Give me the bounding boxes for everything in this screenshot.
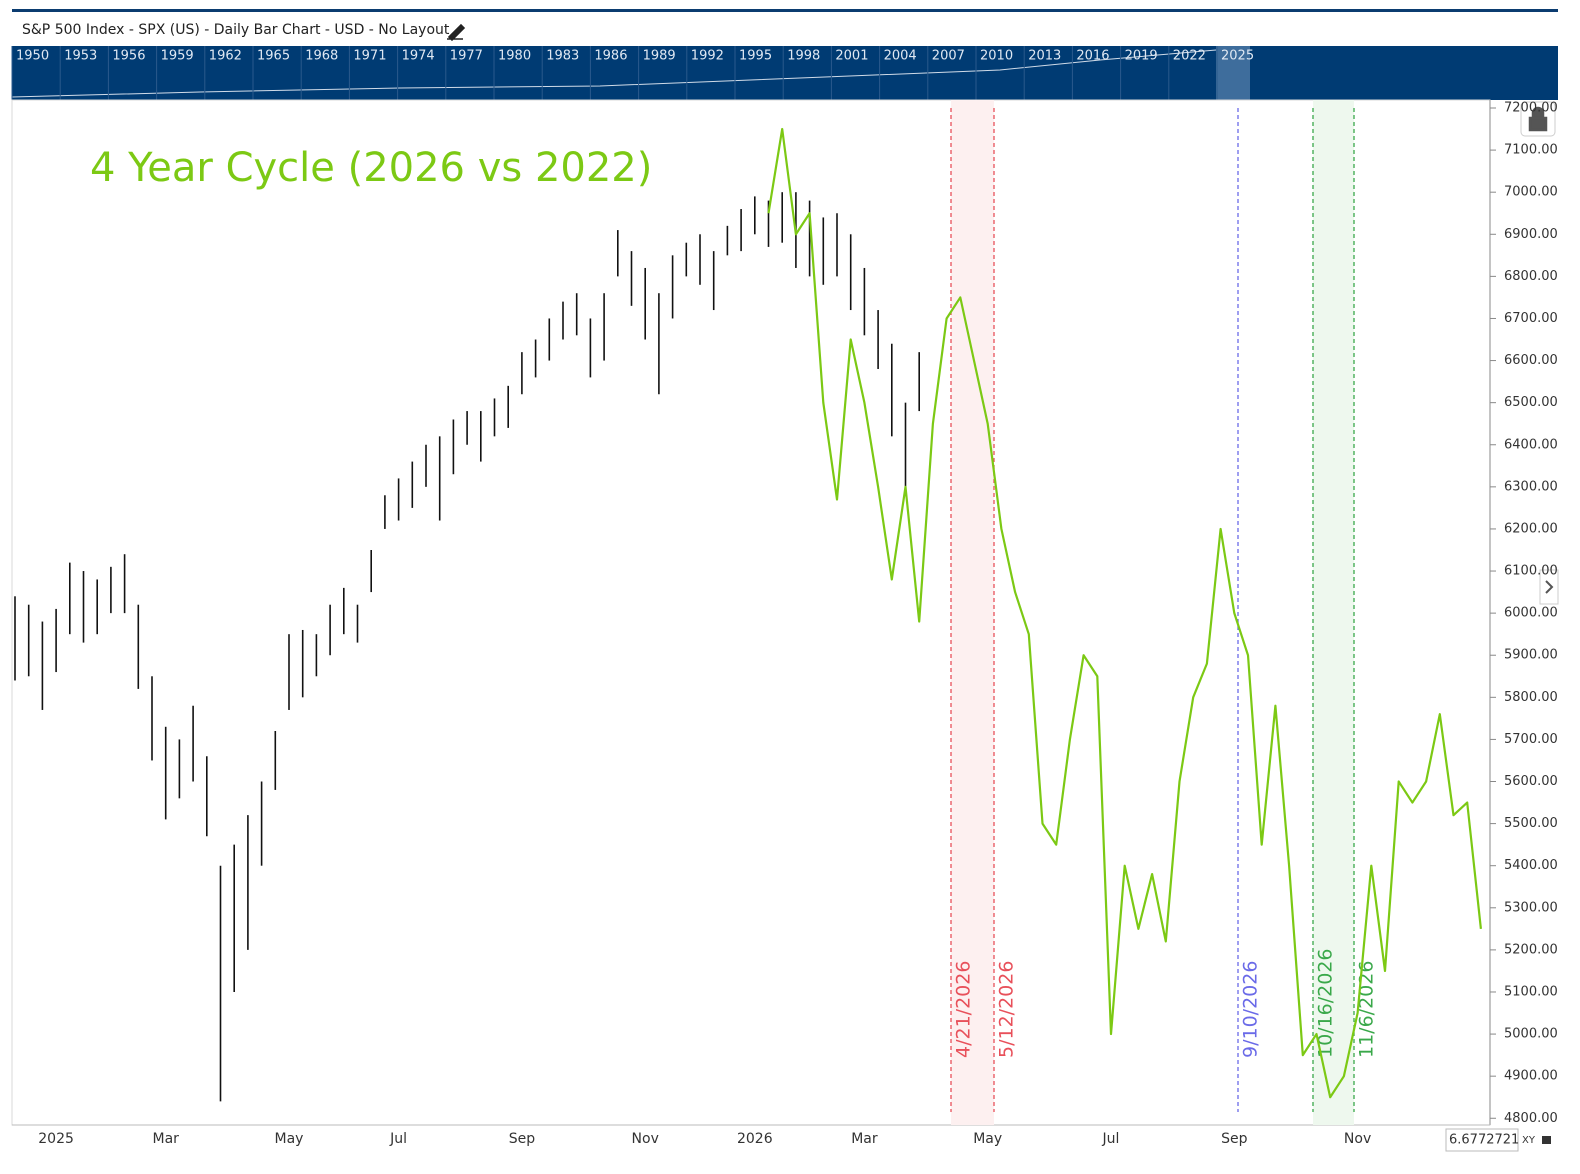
y-tick-label: 5500.00: [1504, 816, 1558, 831]
navigator-year: 2007: [932, 49, 965, 64]
x-tick-label: Mar: [851, 1131, 878, 1147]
y-tick-label: 6700.00: [1504, 311, 1558, 326]
navigator-year: 1986: [594, 49, 627, 64]
y-tick-label: 5200.00: [1504, 942, 1558, 957]
mode-lock: [1542, 1136, 1551, 1144]
annotation-label: 4/21/2026: [953, 961, 975, 1058]
x-tick-label: May: [973, 1131, 1002, 1147]
navigator-year: 2010: [980, 49, 1013, 64]
y-tick-label: 5300.00: [1504, 900, 1558, 915]
navigator-window[interactable]: [1216, 46, 1250, 100]
x-tick-label: Jul: [1102, 1131, 1120, 1147]
navigator-year: 1962: [209, 49, 242, 64]
y-tick-label: 4900.00: [1504, 1069, 1558, 1084]
navigator-year: 1974: [402, 49, 435, 64]
navigator-year: 2004: [884, 49, 917, 64]
x-tick-label: Sep: [509, 1131, 536, 1147]
navigator-year: 1983: [546, 49, 579, 64]
annotation-label: 5/12/2026: [996, 961, 1018, 1058]
y-tick-label: 6200.00: [1504, 521, 1558, 536]
y-tick-label: 6800.00: [1504, 269, 1558, 284]
x-tick-label: Sep: [1221, 1131, 1248, 1147]
y-tick-label: 4800.00: [1504, 1111, 1558, 1126]
y-tick-label: 5800.00: [1504, 690, 1558, 705]
y-tick-label: 6400.00: [1504, 437, 1558, 452]
navigator-year: 1980: [498, 49, 531, 64]
highlight-band: [1313, 100, 1354, 1125]
navigator-year: 1995: [739, 49, 772, 64]
navigator-year: 1968: [305, 49, 338, 64]
navigator-years: 1950 1953 1956 1959 1962 1965 1968 1971 1974 1977…: [11, 46, 1254, 100]
x-tick-label: Jul: [389, 1131, 407, 1147]
navigator-year: 2013: [1028, 49, 1061, 64]
readout-box: [1445, 1128, 1519, 1152]
navigator-year: 1977: [450, 49, 483, 64]
navigator[interactable]: [12, 46, 1558, 100]
x-tick-label: Nov: [1344, 1131, 1371, 1147]
y-tick-label: 7200.00: [1504, 100, 1558, 115]
expand-button[interactable]: [1539, 569, 1559, 605]
y-tick-label: 6000.00: [1504, 606, 1558, 621]
readout: 6.6772721: [1449, 1133, 1519, 1148]
y-tick-label: 7000.00: [1504, 185, 1558, 200]
y-tick-label: 5900.00: [1504, 648, 1558, 663]
navigator-year: 2016: [1076, 49, 1109, 64]
y-tick-label: 6900.00: [1504, 227, 1558, 242]
edit-icon[interactable]: [447, 23, 466, 42]
y-tick-label: 5600.00: [1504, 774, 1558, 789]
y-tick-label: 6600.00: [1504, 353, 1558, 368]
navigator-year: 2022: [1173, 49, 1206, 64]
y-tick-label: 5000.00: [1504, 1027, 1558, 1042]
y-tick-label: 5100.00: [1504, 984, 1558, 999]
y-tick-label: 5700.00: [1504, 732, 1558, 747]
y-tick-label: 7100.00: [1504, 143, 1558, 158]
x-tick-label: 2026: [737, 1131, 773, 1147]
navigator-year: 2001: [835, 49, 868, 64]
plot: 4/21/2026 5/12/2026 9/10/2026 10/16/2026 11/…: [14, 100, 1482, 1125]
x-tick-label: Nov: [632, 1131, 659, 1147]
lock-icon: [1528, 106, 1548, 132]
navigator-year: 1998: [787, 49, 820, 64]
y-tick-label: 6300.00: [1504, 479, 1558, 494]
x-tick-label: Mar: [152, 1131, 179, 1147]
navigator-year: 1989: [643, 49, 676, 64]
navigator-year: 1959: [161, 49, 194, 64]
y-tick-label: 6100.00: [1504, 564, 1558, 579]
y-tick-label: 5400.00: [1504, 858, 1558, 873]
cycle-line: [767, 127, 1482, 1099]
navigator-history: [11, 49, 1217, 98]
highlight-band: [951, 100, 994, 1125]
header-title: S&P 500 Index - SPX (US) - Daily Bar Cha…: [22, 22, 450, 38]
y-tick-label: 6500.00: [1504, 395, 1558, 410]
mode-label[interactable]: XY: [1522, 1135, 1536, 1146]
annotation-label: 10/16/2026: [1315, 948, 1337, 1058]
x-tick-label: 2025: [38, 1131, 74, 1147]
navigator-year: 1992: [691, 49, 724, 64]
annotation-label: 9/10/2026: [1240, 961, 1262, 1058]
navigator-year: 2025: [1221, 49, 1254, 64]
top-rule: [12, 9, 1558, 12]
navigator-year: 2019: [1125, 49, 1158, 64]
navigator-year: 1956: [112, 49, 145, 64]
navigator-year: 1950: [16, 49, 49, 64]
navigator-year: 1965: [257, 49, 290, 64]
x-tick-label: May: [275, 1131, 304, 1147]
chart-title: 4 Year Cycle (2026 vs 2022): [90, 145, 652, 191]
navigator-year: 1971: [353, 49, 386, 64]
navigator-year: 1953: [64, 49, 97, 64]
expand-icon: [1545, 580, 1554, 594]
